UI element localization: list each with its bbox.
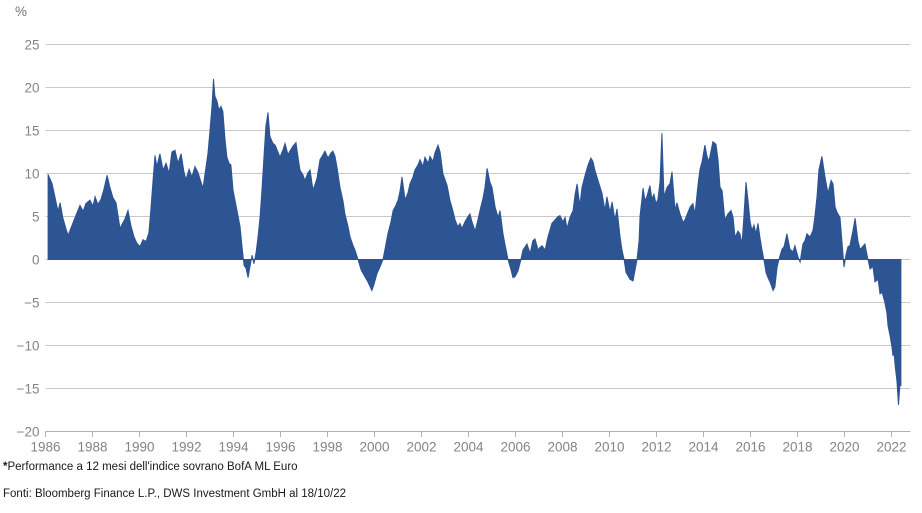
chart-source: Fonti: Bloomberg Finance L.P., DWS Inves… xyxy=(3,488,347,500)
area-series xyxy=(47,78,902,405)
x-tick-label: 1992 xyxy=(171,440,201,455)
x-tick-label: 2004 xyxy=(453,440,484,455)
x-tick-label: 2016 xyxy=(735,440,765,455)
y-tick-label: −15 xyxy=(17,381,40,396)
x-tick-label: 2014 xyxy=(688,440,719,455)
y-tick-label: 0 xyxy=(32,252,40,267)
x-tick-label: 2022 xyxy=(876,440,906,455)
chart-footnote: *Performance a 12 mesi dell'indice sovra… xyxy=(3,461,298,473)
x-tick-label: 1998 xyxy=(312,440,342,455)
x-tick-label: 1990 xyxy=(124,440,154,455)
x-tick-label: 2020 xyxy=(829,440,859,455)
y-tick-label: 25 xyxy=(24,37,39,52)
x-tick-label: 2006 xyxy=(500,440,530,455)
x-tick-label: 1986 xyxy=(30,440,60,455)
y-tick-label: −20 xyxy=(17,424,40,439)
x-tick-label: 2018 xyxy=(782,440,812,455)
y-tick-label: 15 xyxy=(24,123,39,138)
y-tick-label: −10 xyxy=(17,338,40,353)
y-tick-label: 10 xyxy=(24,166,39,181)
x-tick-label: 1996 xyxy=(265,440,295,455)
footnote-marker: * xyxy=(3,461,8,473)
x-tick-label: 2000 xyxy=(359,440,389,455)
y-tick-label: 5 xyxy=(32,209,40,224)
x-tick-label: 1988 xyxy=(77,440,107,455)
x-tick-label: 2008 xyxy=(547,440,577,455)
x-tick-label: 2010 xyxy=(594,440,624,455)
y-axis-unit-label: % xyxy=(15,4,28,19)
x-tick-label: 1994 xyxy=(218,440,249,455)
x-tick-label: 2012 xyxy=(641,440,671,455)
x-tick-label: 2002 xyxy=(406,440,436,455)
y-tick-label: −5 xyxy=(24,295,39,310)
y-tick-label: 20 xyxy=(24,80,39,95)
footnote-text: Performance a 12 mesi dell'indice sovran… xyxy=(7,461,298,473)
